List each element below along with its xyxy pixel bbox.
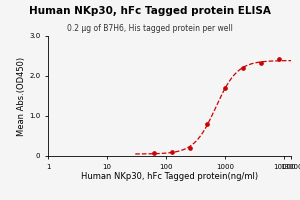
Text: Human NKp30, hFc Tagged protein ELISA: Human NKp30, hFc Tagged protein ELISA xyxy=(29,6,271,16)
X-axis label: Human NKp30, hFc Tagged protein(ng/ml): Human NKp30, hFc Tagged protein(ng/ml) xyxy=(81,172,258,181)
Y-axis label: Mean Abs.(OD450): Mean Abs.(OD450) xyxy=(17,56,26,136)
Text: 0.2 μg of B7H6, His tagged protein per well: 0.2 μg of B7H6, His tagged protein per w… xyxy=(67,24,233,33)
